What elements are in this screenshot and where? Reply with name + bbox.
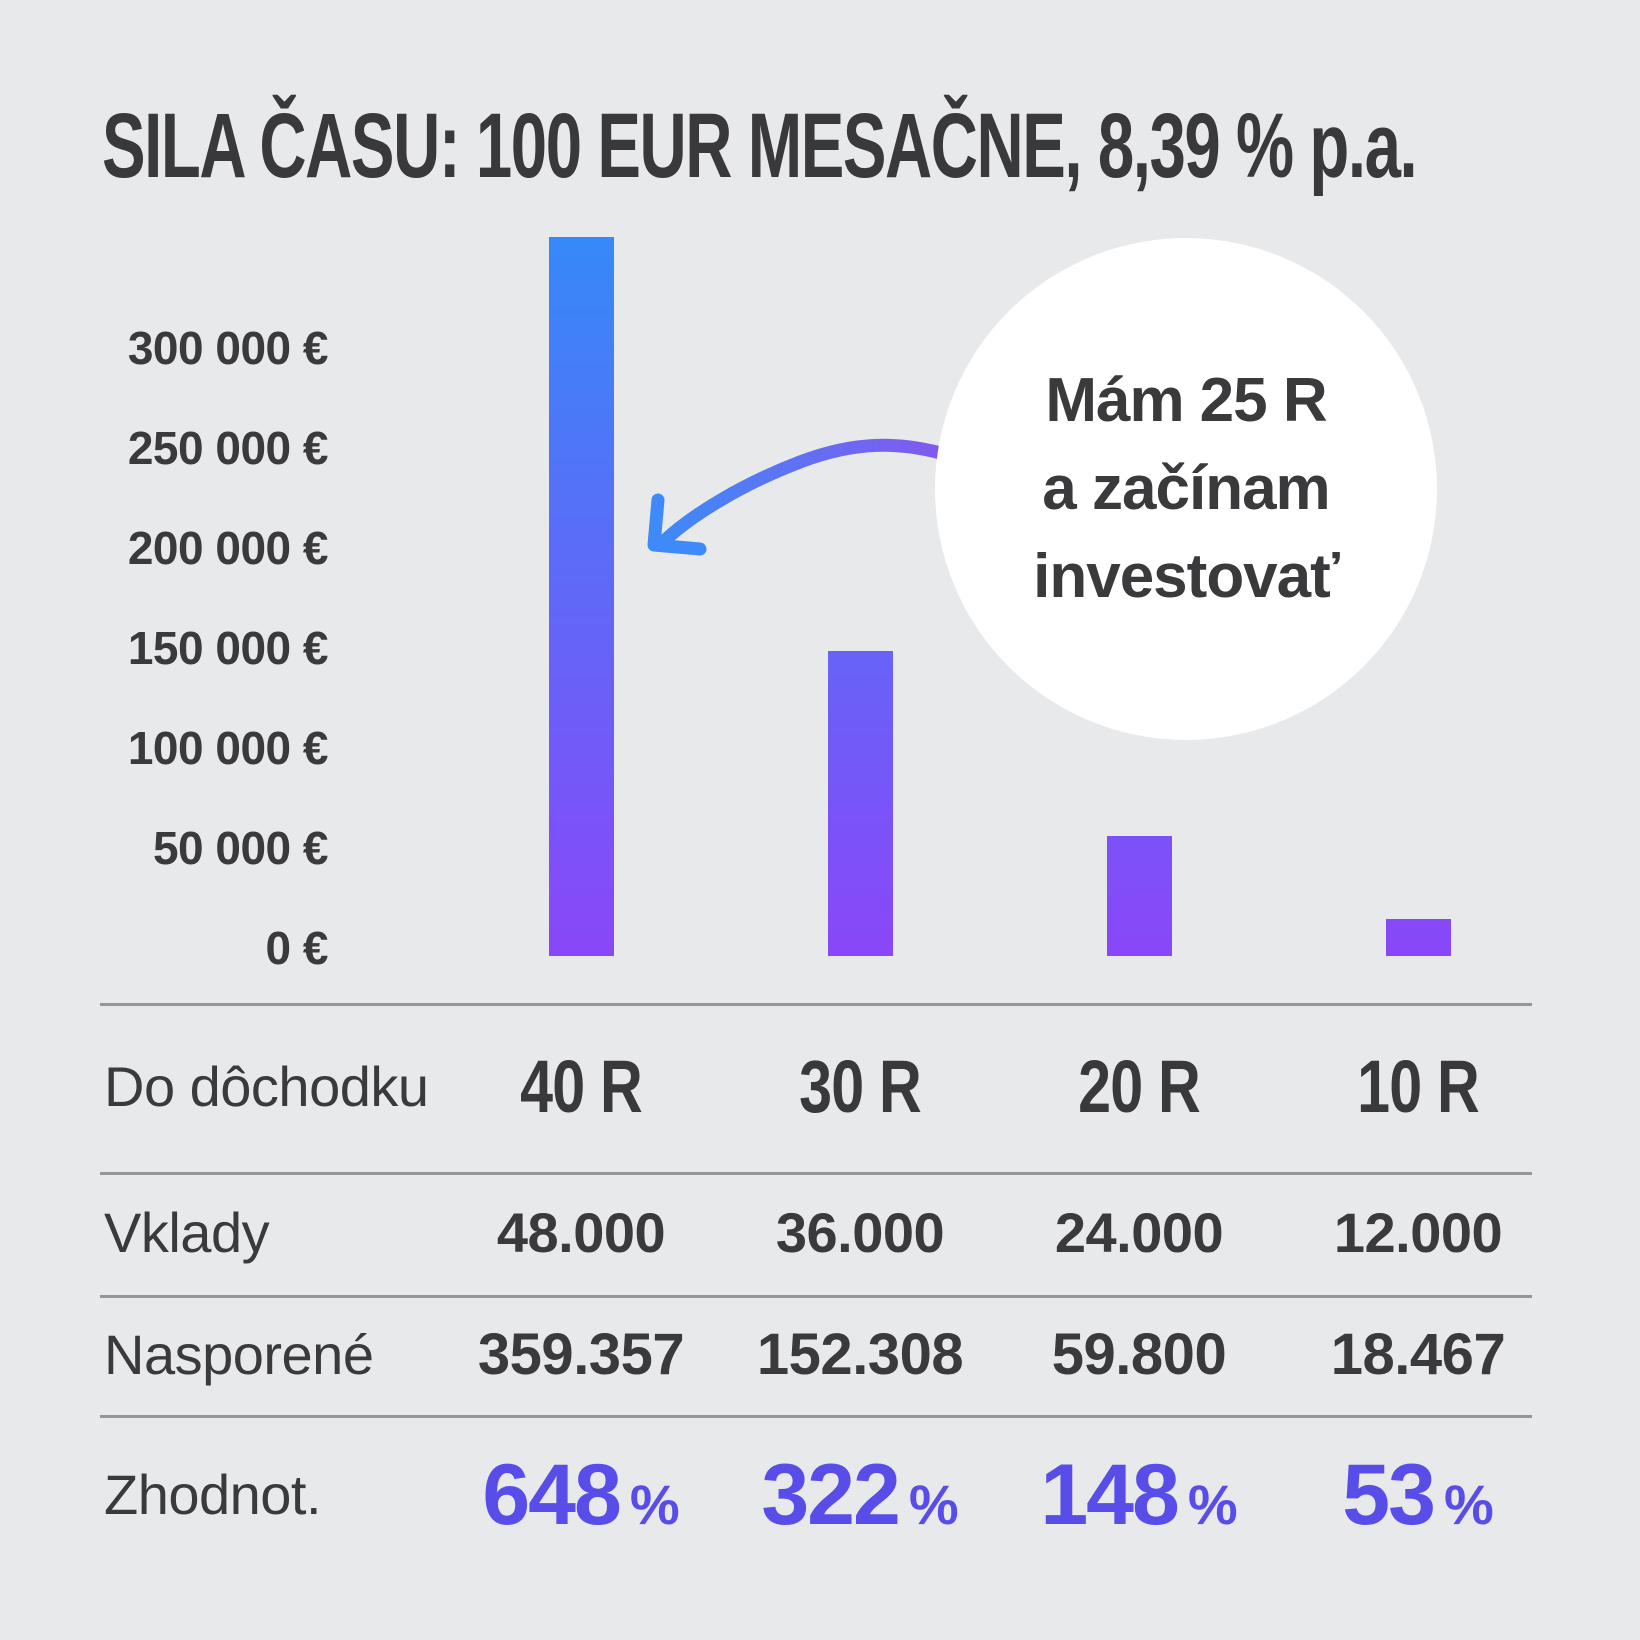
percent-value: 53 [1342, 1447, 1436, 1543]
bar-30r [827, 651, 893, 956]
percent-sign: % [908, 1473, 959, 1536]
arrow-shaft [653, 438, 955, 552]
arrow-icon [647, 438, 955, 556]
y-tick-label: 50 000 € [152, 822, 329, 874]
y-tick-label: 0 € [265, 922, 329, 974]
cell-vklady-10r: 12.000 [1333, 1201, 1503, 1264]
percent-sign: % [1187, 1473, 1238, 1536]
page-title: SILA ČASU: 100 EUR MESAČNE, 8,39 % p.a. [102, 95, 1418, 197]
callout-line-2: a začínam [1042, 454, 1330, 523]
y-tick-label: 200 000 € [127, 522, 329, 574]
arrow-head [647, 493, 707, 556]
cell-do-dochodku-10r: 10 R [1357, 1045, 1480, 1128]
callout-bubble: Mám 25 R a začínam investovať [935, 238, 1437, 740]
table-divider [100, 1295, 1532, 1298]
table-divider [100, 1415, 1532, 1418]
cell-nasporene-20r: 59.800 [1051, 1322, 1227, 1387]
callout-intro: Mám [1045, 366, 1184, 435]
percent-value: 148 [1040, 1447, 1179, 1543]
percent-value: 648 [482, 1447, 621, 1543]
percent-value: 322 [761, 1447, 900, 1543]
cell-zhodnot-20r: 148% [989, 1440, 1289, 1550]
cell-do-dochodku-30r: 30 R [799, 1045, 922, 1128]
table-divider [100, 1003, 1532, 1006]
y-tick-label: 100 000 € [127, 722, 329, 774]
cell-nasporene-10r: 18.467 [1330, 1322, 1506, 1387]
bar-20r [1106, 836, 1172, 956]
callout-age: 25 R [1199, 366, 1328, 435]
bar-10r [1385, 919, 1451, 956]
cell-vklady-20r: 24.000 [1054, 1201, 1224, 1264]
cell-do-dochodku-20r: 20 R [1078, 1045, 1201, 1128]
percent-sign: % [629, 1473, 680, 1536]
bar-40r [548, 237, 614, 956]
row-label-zhodnot: Zhodnot. [104, 1463, 322, 1526]
cell-zhodnot-10r: 53% [1268, 1440, 1568, 1550]
row-label-nasporene: Nasporené [104, 1323, 374, 1386]
row-label-do-dochodku: Do dôchodku [104, 1055, 429, 1118]
callout-line-3: investovať [1033, 542, 1340, 611]
y-tick-label: 300 000 € [127, 322, 329, 374]
table-divider [100, 1172, 1532, 1175]
cell-zhodnot-40r: 648% [431, 1440, 731, 1550]
cell-zhodnot-30r: 322% [710, 1440, 1010, 1550]
row-label-vklady: Vklady [104, 1201, 270, 1264]
y-tick-label: 150 000 € [127, 622, 329, 674]
y-tick-label: 250 000 € [127, 422, 329, 474]
cell-nasporene-30r: 152.308 [756, 1322, 964, 1387]
callout-line-1: Mám 25 R [1045, 357, 1328, 445]
cell-vklady-40r: 48.000 [496, 1201, 666, 1264]
cell-do-dochodku-40r: 40 R [520, 1045, 643, 1128]
percent-sign: % [1443, 1473, 1494, 1536]
cell-nasporene-40r: 359.357 [477, 1322, 685, 1387]
cell-vklady-30r: 36.000 [775, 1201, 945, 1264]
